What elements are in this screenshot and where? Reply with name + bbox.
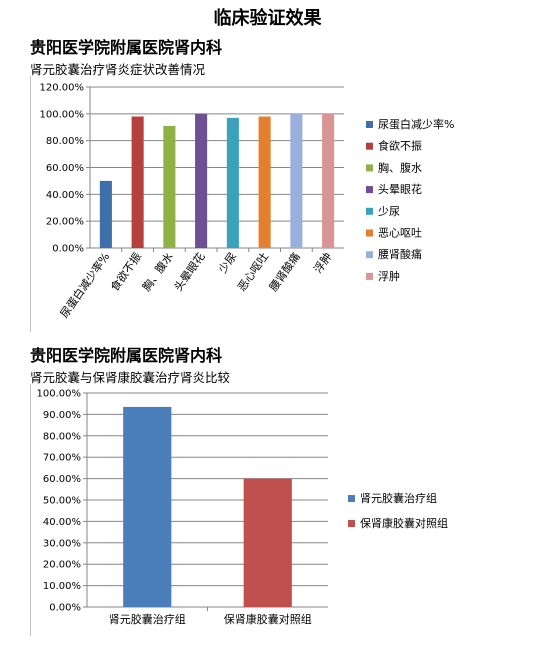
y-tick-label: 120.00% <box>40 83 85 94</box>
chart-frame-1 <box>30 76 31 332</box>
legend-label: 保肾康胶囊对照组 <box>360 516 448 530</box>
y-tick-label: 40.00% <box>43 517 81 528</box>
legend-swatch-1 <box>348 495 355 502</box>
legend-label: 胸、腹水 <box>378 160 422 174</box>
y-tick-label: 30.00% <box>43 538 81 549</box>
y-tick-label: 80.00% <box>43 431 81 442</box>
y-tick-label: 20.00% <box>43 560 81 571</box>
y-tick-label: 10.00% <box>43 581 81 592</box>
y-tick-label: 70.00% <box>43 453 81 464</box>
section-subtitle-2: 肾元胶囊与保肾康胶囊治疗肾炎比较 <box>30 370 231 385</box>
x-tick-label: 肾元胶囊治疗组 <box>109 612 186 626</box>
legend-label: 浮肿 <box>378 269 400 283</box>
bar-6 <box>258 116 271 248</box>
legend-swatch-2 <box>348 520 355 527</box>
x-tick-label: 腰肾酸痛 <box>266 250 303 294</box>
y-tick-label: 0.00% <box>52 244 84 255</box>
x-tick-label: 恶心呕吐 <box>235 250 271 293</box>
legend-label: 肾元胶囊治疗组 <box>360 491 437 505</box>
y-tick-label: 100.00% <box>40 109 85 120</box>
section-heading-1: 贵阳医学院附属医院肾内科 <box>30 38 223 57</box>
x-tick-label: 少尿 <box>216 250 239 275</box>
treatment-comparison-chart: 0.00% 10.00% 20.00% 30.00% 40.00% 50.00% 60.00… <box>37 389 449 627</box>
y-tick-label: 20.00% <box>46 217 84 228</box>
legend-swatch-4 <box>366 186 373 194</box>
legend-swatch-7 <box>366 251 373 259</box>
x-tick-label: 胸、腹水 <box>139 250 176 294</box>
x-tick-label: 浮肿 <box>310 250 334 276</box>
y-tick-label: 50.00% <box>43 496 81 507</box>
bar-7 <box>290 113 303 248</box>
bar-5 <box>226 117 239 248</box>
y-tick-label: 90.00% <box>43 410 81 421</box>
section-heading-2: 贵阳医学院附属医院肾内科 <box>30 346 223 365</box>
bar-8 <box>322 113 335 248</box>
x-tick-label: 尿蛋白减少率% <box>57 250 112 321</box>
y-tick-label: 80.00% <box>46 136 84 147</box>
legend-swatch-8 <box>366 272 373 280</box>
y-tick-label: 40.00% <box>46 190 84 201</box>
x-tick-label: 食欲不振 <box>107 250 144 294</box>
section-subtitle-1: 肾元胶囊治疗肾炎症状改善情况 <box>30 62 206 77</box>
bar-2 <box>243 478 292 607</box>
y-tick-label: 100.00% <box>37 389 82 400</box>
y-tick-label: 60.00% <box>46 163 84 174</box>
page-title: 临床验证效果 <box>213 8 322 29</box>
symptom-improvement-chart: 0.00% 20.00% 40.00% 60.00% 80.00% 100.00% 120.… <box>40 83 455 321</box>
legend-swatch-6 <box>366 229 373 237</box>
bar-3 <box>163 125 176 248</box>
bar-2 <box>131 116 144 248</box>
legend-label: 头晕眼花 <box>378 183 422 196</box>
bar-1 <box>99 180 112 248</box>
legend-swatch-5 <box>366 207 373 215</box>
x-tick-label: 保肾康胶囊对照组 <box>224 612 312 626</box>
legend-label: 少尿 <box>378 205 400 218</box>
bar-1 <box>123 406 172 607</box>
x-tick-label: 头晕眼花 <box>172 250 208 293</box>
chart-frame-2 <box>30 384 31 636</box>
legend-label: 腰肾酸痛 <box>378 247 422 261</box>
legend-label: 恶心呕吐 <box>378 227 422 240</box>
legend-swatch-3 <box>366 164 373 172</box>
y-tick-label: 60.00% <box>43 474 81 485</box>
legend-label: 食欲不振 <box>378 139 422 153</box>
bar-4 <box>195 113 208 248</box>
legend-label: 尿蛋白减少率% <box>378 117 454 131</box>
legend-swatch-1 <box>366 121 373 128</box>
legend-swatch-2 <box>366 142 373 150</box>
y-tick-label: 0.00% <box>49 603 81 614</box>
